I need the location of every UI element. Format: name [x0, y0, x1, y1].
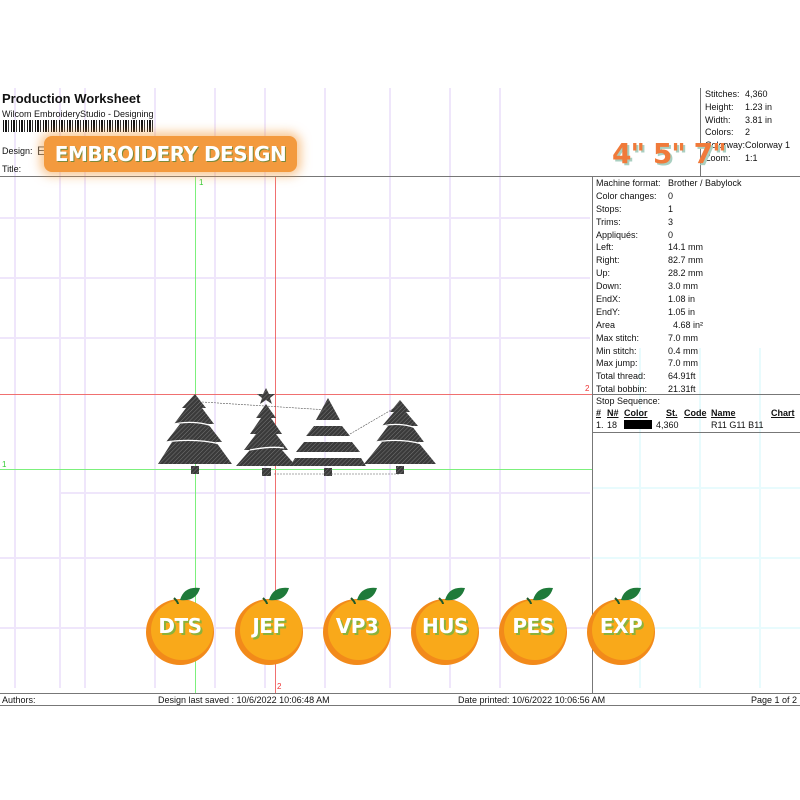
detail-row: Up: 28.2 mm	[596, 268, 704, 279]
table-divider	[593, 432, 800, 433]
detail-row: Total thread: 64.91ft	[596, 371, 696, 382]
format-badge-vp3: VP3	[321, 586, 393, 666]
detail-row: Trims: 3	[596, 216, 674, 227]
summary-row: Height: 1.23 in	[705, 101, 773, 112]
color-swatch	[624, 419, 656, 431]
design-value: E	[37, 144, 46, 158]
guide-label: 2	[585, 384, 590, 393]
orange-icon	[587, 587, 655, 665]
detail-row: Left: 14.1 mm	[596, 242, 704, 253]
orange-icon	[235, 587, 303, 665]
summary-row: Width: 3.81 in	[705, 114, 773, 125]
detail-row: EndY: 1.05 in	[596, 306, 696, 317]
design-label: Design:	[2, 146, 33, 156]
page-title: Production Worksheet	[2, 91, 141, 106]
table-row: 1. 18 4,360 R11 G11 B11	[596, 419, 764, 431]
summary-row: Colorway: Colorway 1	[705, 140, 791, 151]
orange-icon	[146, 587, 214, 665]
production-worksheet: Production Worksheet Wilcom EmbroiderySt…	[0, 88, 800, 708]
details-panel: Machine format: Brother / Babylock Color …	[593, 177, 800, 396]
summary-row: Stitches: 4,360	[705, 89, 768, 99]
guide-label: 1	[199, 178, 204, 187]
detail-row: Total bobbin: 21.31ft	[596, 384, 696, 395]
guide-label: 2	[277, 682, 282, 691]
format-badge-exp: EXP	[585, 586, 657, 666]
green-horizontal-guide	[0, 469, 592, 470]
authors-label: Authors:	[2, 695, 36, 705]
detail-row: Machine format: Brother / Babylock	[596, 178, 742, 188]
detail-row: Appliqués: 0	[596, 229, 674, 240]
last-saved: Design last saved : 10/6/2022 10:06:48 A…	[158, 695, 330, 705]
footer-bar: Authors: Design last saved : 10/6/2022 1…	[0, 693, 800, 706]
header-divider	[0, 176, 800, 177]
orange-icon	[323, 587, 391, 665]
app-subtitle: Wilcom EmbroideryStudio - Designing	[2, 109, 154, 119]
stop-sequence-table: Stop Sequence: # N# Color St. Code Name …	[593, 394, 800, 431]
panel-divider	[592, 176, 593, 693]
barcode	[3, 120, 153, 132]
detail-row: Max stitch: 7.0 mm	[596, 332, 699, 343]
guide-label: 1	[2, 460, 7, 469]
detail-row: Stops: 1	[596, 203, 674, 214]
orange-icon	[499, 587, 567, 665]
stop-sequence-heading: Stop Sequence:	[596, 396, 661, 406]
format-badge-hus: HUS	[409, 586, 481, 666]
date-printed: Date printed: 10/6/2022 10:06:56 AM	[458, 695, 606, 705]
detail-row: Down: 3.0 mm	[596, 281, 699, 292]
format-badge-dts: DTS	[144, 586, 216, 666]
orange-icon	[411, 587, 479, 665]
detail-row: Max jump: 7.0 mm	[596, 358, 699, 369]
page-indicator: Page 1 of 2	[750, 695, 797, 705]
detail-row: Area 4.68 in²	[596, 319, 704, 330]
embroidery-design-banner: EMBROIDERY DESIGN	[44, 136, 297, 172]
title-label: Title:	[2, 164, 22, 174]
summary-row: Zoom: 1:1	[705, 152, 758, 163]
detail-row: Right: 82.7 mm	[596, 255, 704, 266]
detail-row: Color changes: 0	[596, 190, 674, 201]
summary-panel: Stitches: 4,360 Height: 1.23 in Width: 3.81…	[700, 88, 800, 176]
detail-row: Min stitch: 0.4 mm	[596, 345, 699, 356]
red-horizontal-guide	[0, 394, 592, 395]
summary-row: Colors: 2	[705, 127, 751, 138]
detail-row: EndX: 1.08 in	[596, 294, 696, 305]
table-header: # N# Color St. Code Name Chart	[596, 408, 795, 418]
hoop-sizes-label: 4" 5" 7"	[612, 137, 727, 170]
embroidery-design-preview	[158, 388, 436, 476]
format-badge-pes: PES	[497, 586, 569, 666]
format-badge-jef: JEF	[233, 586, 305, 666]
